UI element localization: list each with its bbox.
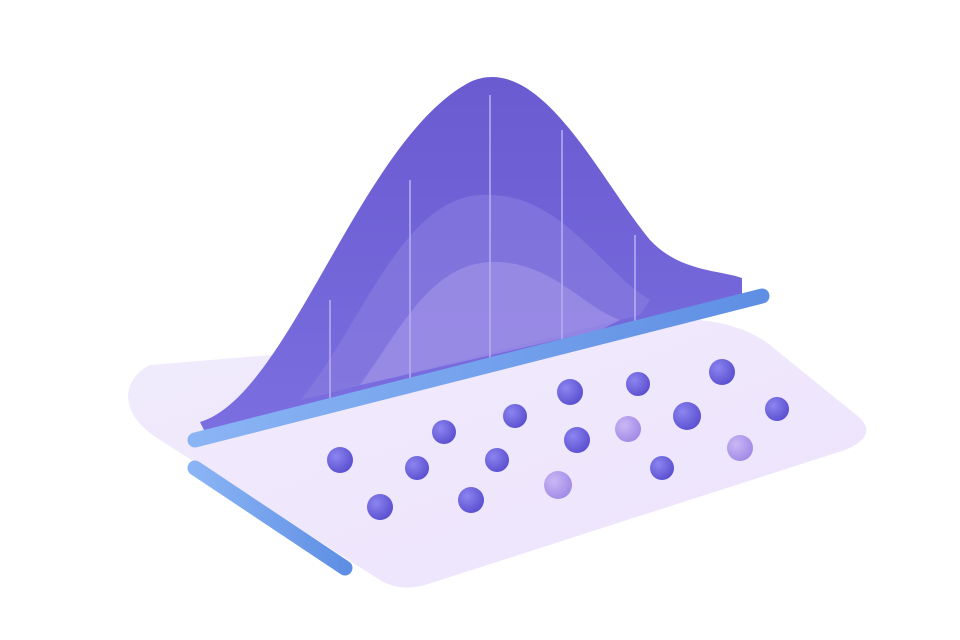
- dot: [405, 456, 429, 480]
- dot: [367, 494, 393, 520]
- dot: [458, 487, 484, 513]
- axes: [152, 92, 770, 576]
- dot: [615, 416, 641, 442]
- dot: [503, 404, 527, 428]
- dot: [626, 372, 650, 396]
- dot: [765, 397, 789, 421]
- dot: [727, 435, 753, 461]
- dot: [709, 359, 735, 385]
- dot: [673, 402, 701, 430]
- dots: [327, 359, 789, 520]
- front-rod: [187, 460, 353, 576]
- curve-dividers: [329, 95, 636, 400]
- dot: [327, 447, 353, 473]
- dot: [432, 420, 456, 444]
- dot: [650, 456, 674, 480]
- horizontal-rod: [187, 288, 770, 448]
- dot: [564, 427, 590, 453]
- dot: [544, 471, 572, 499]
- dot: [485, 448, 509, 472]
- dot: [557, 379, 583, 405]
